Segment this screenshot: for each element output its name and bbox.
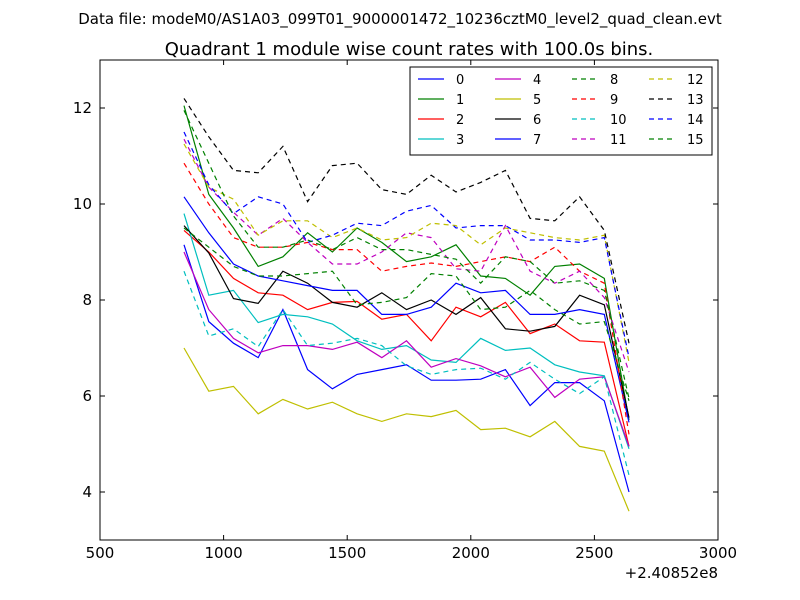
series-line-0 [183,244,630,493]
chart-title: Quadrant 1 module wise count rates with … [165,39,654,60]
series-line-3 [183,213,630,449]
legend-label-9: 9 [610,93,618,108]
series-line-5 [183,347,630,512]
x-tick-label: 1000 [205,544,243,562]
series-line-6 [183,225,630,418]
y-tick-label: 4 [82,483,92,501]
legend-label-2: 2 [456,113,464,128]
x-tick-label: 500 [86,544,115,562]
legend-label-4: 4 [533,73,541,88]
x-tick-label: 2000 [452,544,490,562]
series-line-14 [183,131,630,358]
x-tick-label: 1500 [328,544,366,562]
series-line-9 [183,162,630,435]
y-tick-label: 12 [73,99,92,117]
legend-label-6: 6 [533,113,541,128]
x-tick-label: 2500 [575,544,613,562]
series-line-13 [183,98,630,344]
legend-label-0: 0 [456,73,464,88]
series-line-1 [183,105,630,421]
y-tick-label: 10 [73,195,92,213]
legend-label-12: 12 [687,73,704,88]
series-layer [183,98,630,512]
legend-label-8: 8 [610,73,618,88]
series-line-4 [183,251,630,447]
y-tick-label: 6 [82,387,92,405]
legend-label-11: 11 [610,133,627,148]
legend-label-3: 3 [456,133,464,148]
legend-label-5: 5 [533,93,541,108]
legend-box [409,66,713,156]
series-line-8 [183,227,630,401]
legend-label-1: 1 [456,93,464,108]
legend-label-13: 13 [687,93,704,108]
series-line-7 [183,196,630,423]
series-line-12 [183,143,630,363]
suptitle: Data file: modeM0/AS1A03_099T01_90000014… [78,10,722,29]
x-tick-label: 3000 [699,544,737,562]
legend-label-10: 10 [610,113,627,128]
legend-label-7: 7 [533,133,541,148]
series-line-11 [183,138,630,373]
x-offset-label: +2.40852e8 [625,564,718,582]
y-tick-label: 8 [82,291,92,309]
series-line-15 [183,110,630,399]
legend-label-14: 14 [687,113,704,128]
legend-label-15: 15 [687,133,704,148]
